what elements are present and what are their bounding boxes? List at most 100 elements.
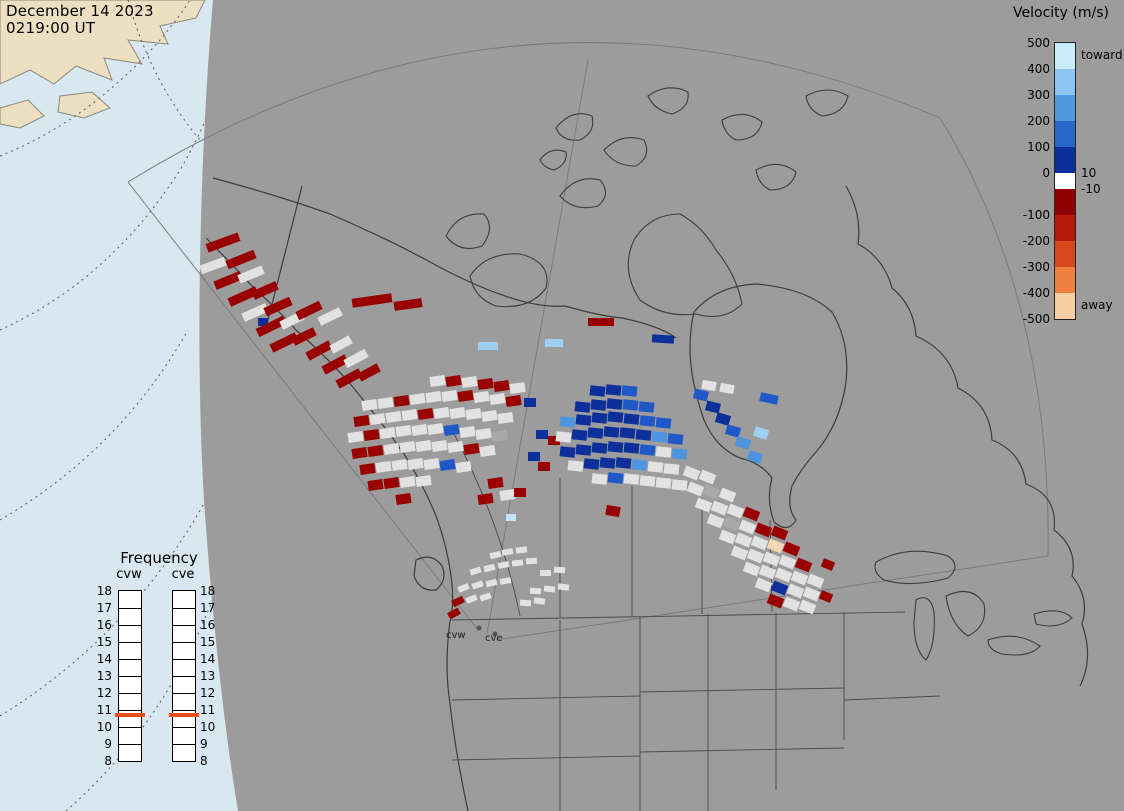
freq-right-labels: 18 17 16 15 14 13 12 11 10 9 8 [200,584,226,768]
velocity-cell [746,548,765,564]
freq-tick-label: 11 [200,703,216,717]
velocity-cell [623,413,640,425]
velocity-cell [559,446,576,458]
state-border [843,695,941,701]
velocity-cell [411,424,428,436]
state-border [639,747,845,753]
island-outline [469,253,548,308]
us-canada-border [451,611,906,621]
velocity-cell [237,265,265,284]
projection-disc [199,0,1124,811]
colorbar-zero-band [1055,173,1075,189]
time-text: 0219:00 UT [6,19,96,37]
velocity-cell [647,461,664,473]
colorbar-tick-label: 0 [1042,166,1050,180]
velocity-cell [798,599,817,615]
velocity-cell [343,348,369,369]
velocity-cell [483,563,496,573]
velocity-cell [491,430,508,442]
lake-erie [987,635,1041,656]
velocity-cell [393,395,410,407]
velocity-cell [321,354,349,375]
fov-top-arc [127,42,941,183]
velocity-cell [241,303,269,322]
velocity-cell [479,445,496,457]
velocity-cell [529,587,542,595]
velocity-cell [447,607,461,620]
velocity-cell [391,459,408,471]
velocity-cell [742,506,761,522]
freq-tick-label: 9 [200,737,208,751]
velocity-cell [606,398,623,410]
velocity-cell [457,390,474,402]
velocity-cell [369,413,386,425]
velocity-cell [455,461,472,473]
velocity-cell [738,519,757,535]
date-text: December 14 2023 [6,2,154,20]
freq-tick-line [119,710,141,711]
velocity-cell [377,397,394,409]
freq-tick-label: 12 [96,686,112,700]
velocity-cell [291,327,317,346]
freq-tick-label: 8 [200,754,208,768]
velocity-cell-layer [199,232,836,620]
state-border [639,687,845,693]
velocity-cell [481,410,498,422]
velocity-cell [429,375,446,387]
velocity-cell [353,415,370,427]
freq-tick-line [173,642,195,643]
velocity-cell [742,561,761,577]
freq-left-labels: 18 17 16 15 14 13 12 11 10 9 8 [86,584,112,768]
freq-tick-line [119,642,141,643]
arctic-islands [445,87,849,317]
velocity-cell [752,426,770,440]
velocity-cell [774,567,793,583]
velocity-cell [439,459,456,471]
borders [451,429,941,811]
freq-tick-label: 10 [96,720,112,734]
graticule-line [127,0,201,141]
colorbar-tick-label: 100 [1027,140,1050,154]
velocity-cell [621,385,638,397]
island-outline [555,113,594,141]
state-border [451,755,641,761]
colorbar-segment [1055,241,1075,267]
velocity-cell [445,375,462,387]
freq-tick-line [173,625,195,626]
velocity-cell [499,489,516,501]
freq-column-label-cvw: cvw [116,567,142,582]
velocity-cell [367,445,384,457]
velocity-cell [473,391,490,403]
island-outline [445,213,491,249]
velocity-cell [255,315,287,338]
lake-ontario [1033,610,1073,627]
velocity-cell [471,580,484,590]
freq-tick-label: 17 [200,601,216,615]
colorbar-tick-label: 500 [1027,36,1050,50]
velocity-cell [395,425,412,437]
colorbar-segment [1055,121,1075,147]
away-label: away [1081,298,1113,312]
velocity-cell [710,500,729,516]
velocity-cell [538,462,550,471]
velocity-cell [393,298,423,311]
island-outline [721,113,763,141]
freq-tick-label: 18 [96,584,112,598]
colorbar-segment [1055,147,1075,173]
velocity-cell [548,436,560,445]
freq-tick-line [119,608,141,609]
alaska-landmass [0,0,206,129]
freq-tick-label: 14 [96,652,112,666]
velocity-cell [702,484,721,500]
velocity-cell [543,585,556,593]
velocity-cell [651,431,668,443]
velocity-cell [671,479,688,491]
velocity-cell [367,479,384,491]
alaska-island [0,99,45,129]
colorbar-ticks: 500 400 300 200 100 0 -100 -200 -300 -400 -500 [1006,36,1050,326]
freq-tick-label: 13 [96,669,112,683]
velocity-cell [734,436,752,450]
alaska-island [57,91,111,119]
velocity-cell [820,558,836,571]
